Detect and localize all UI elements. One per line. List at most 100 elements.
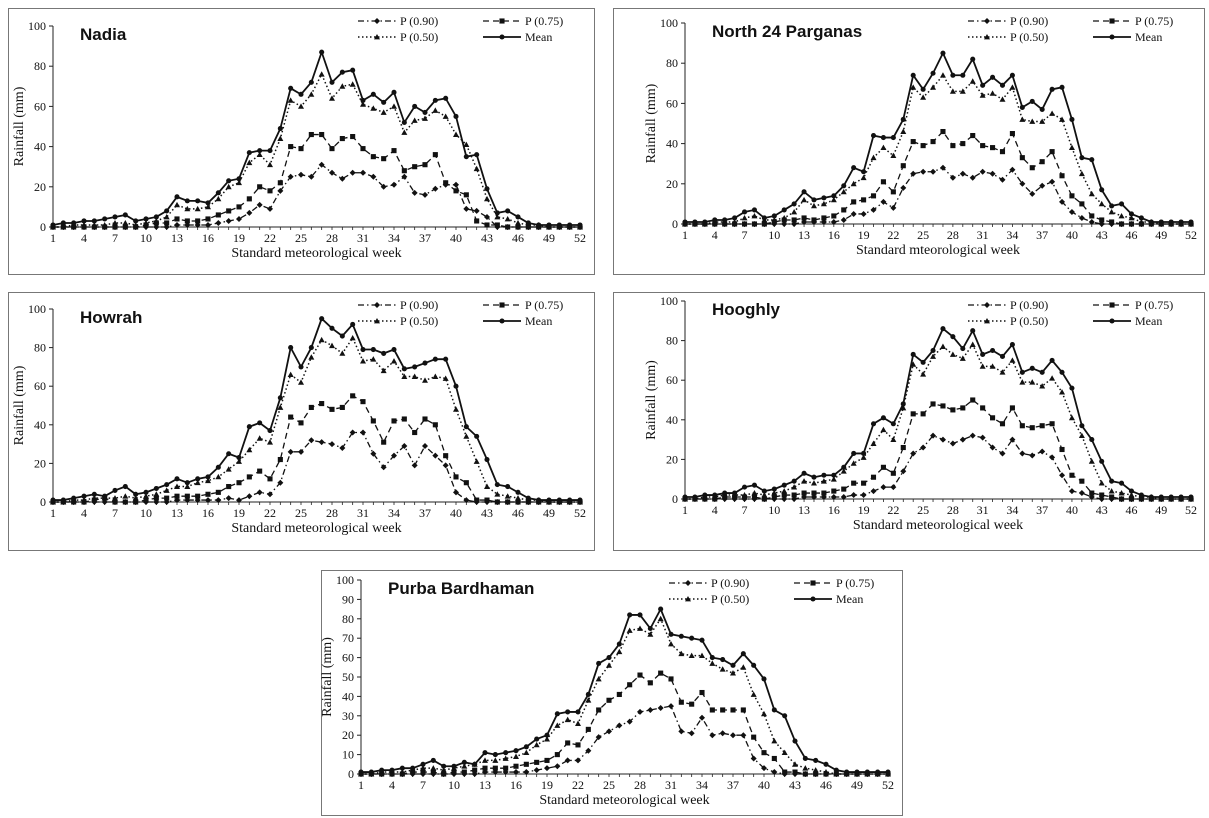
data-point bbox=[949, 351, 956, 357]
data-point bbox=[277, 404, 284, 410]
data-point bbox=[647, 631, 654, 637]
data-point bbox=[1019, 116, 1026, 122]
data-point bbox=[771, 707, 777, 713]
data-point bbox=[880, 415, 886, 421]
x-tick-label: 1 bbox=[50, 506, 56, 520]
data-point bbox=[920, 444, 927, 451]
data-point bbox=[1019, 450, 1026, 457]
data-point bbox=[473, 207, 480, 214]
data-point bbox=[350, 67, 356, 73]
x-tick-label: 28 bbox=[326, 231, 338, 245]
data-point bbox=[164, 220, 170, 226]
data-point bbox=[751, 482, 758, 488]
chart-frame bbox=[8, 8, 595, 275]
data-point bbox=[830, 476, 837, 482]
data-point bbox=[831, 472, 837, 478]
data-point bbox=[298, 103, 304, 109]
series-line bbox=[685, 130, 1191, 225]
data-point bbox=[308, 91, 315, 97]
data-point bbox=[840, 216, 847, 223]
series-line bbox=[361, 617, 888, 775]
data-point bbox=[1079, 478, 1085, 484]
data-point bbox=[420, 761, 426, 767]
data-point bbox=[720, 656, 726, 663]
data-point bbox=[980, 143, 986, 149]
data-point bbox=[940, 326, 946, 332]
data-point bbox=[781, 488, 788, 494]
data-point bbox=[861, 197, 867, 203]
data-point bbox=[1009, 357, 1016, 363]
series-p-0-50 bbox=[50, 334, 583, 505]
data-point bbox=[122, 224, 128, 230]
data-point bbox=[761, 750, 767, 756]
data-point bbox=[453, 181, 459, 188]
data-point bbox=[1089, 157, 1095, 163]
data-point bbox=[1178, 219, 1184, 225]
data-point bbox=[502, 755, 509, 761]
data-point bbox=[71, 220, 77, 226]
data-point bbox=[463, 433, 470, 439]
data-point bbox=[940, 128, 946, 135]
data-point bbox=[712, 492, 718, 498]
data-point bbox=[153, 495, 159, 501]
data-point bbox=[412, 364, 418, 370]
data-point bbox=[174, 483, 180, 489]
series-mean bbox=[50, 49, 583, 228]
data-point bbox=[699, 689, 705, 696]
data-point bbox=[1029, 190, 1036, 197]
data-point bbox=[1049, 178, 1056, 185]
data-point bbox=[761, 492, 768, 498]
data-point bbox=[399, 769, 406, 775]
data-point bbox=[627, 612, 633, 618]
data-point bbox=[890, 204, 897, 211]
data-point bbox=[422, 416, 428, 422]
series-line bbox=[361, 672, 888, 775]
data-point bbox=[288, 345, 294, 351]
data-point bbox=[360, 146, 366, 152]
x-tick-label: 28 bbox=[947, 228, 959, 242]
data-point bbox=[442, 462, 449, 469]
data-point bbox=[1068, 144, 1075, 151]
data-point bbox=[484, 497, 490, 503]
data-point bbox=[969, 174, 976, 181]
data-point bbox=[1059, 369, 1065, 375]
legend-marker bbox=[1109, 302, 1115, 308]
data-point bbox=[515, 214, 521, 220]
data-point bbox=[246, 209, 253, 216]
x-tick-label: 49 bbox=[851, 778, 863, 792]
data-point bbox=[1049, 454, 1056, 461]
data-point bbox=[329, 406, 335, 412]
data-point bbox=[401, 373, 408, 379]
data-point bbox=[318, 336, 325, 343]
data-point bbox=[492, 757, 499, 763]
data-point bbox=[864, 769, 870, 775]
data-point bbox=[463, 205, 470, 212]
data-point bbox=[143, 497, 149, 503]
data-point bbox=[750, 691, 757, 697]
data-point bbox=[349, 334, 356, 341]
chart-frame bbox=[613, 292, 1205, 551]
y-tick-label: 80 bbox=[666, 56, 678, 70]
data-point bbox=[401, 168, 407, 174]
data-point bbox=[870, 421, 877, 427]
data-point bbox=[482, 765, 488, 771]
data-point bbox=[474, 433, 480, 439]
x-tick-label: 13 bbox=[171, 231, 183, 245]
data-point bbox=[546, 222, 552, 228]
data-point bbox=[616, 648, 623, 655]
x-tick-label: 46 bbox=[512, 231, 524, 245]
data-point bbox=[432, 185, 439, 192]
data-point bbox=[112, 487, 118, 493]
legend-marker bbox=[374, 302, 380, 308]
data-point bbox=[91, 495, 98, 501]
chart-panel-hooghly: 0 20 40 60 80 100 1 4 7 10 13 16 19 22 25 28 31 34 37 40 43 4… bbox=[613, 292, 1205, 551]
data-point bbox=[890, 436, 897, 442]
y-tick-label: 40 bbox=[666, 413, 678, 427]
legend-marker bbox=[810, 580, 816, 586]
data-point bbox=[1078, 170, 1085, 177]
data-point bbox=[959, 436, 966, 443]
data-point bbox=[699, 714, 705, 721]
data-point bbox=[401, 119, 407, 126]
x-tick-label: 7 bbox=[112, 506, 118, 520]
y-tick-label: 20 bbox=[342, 728, 354, 742]
